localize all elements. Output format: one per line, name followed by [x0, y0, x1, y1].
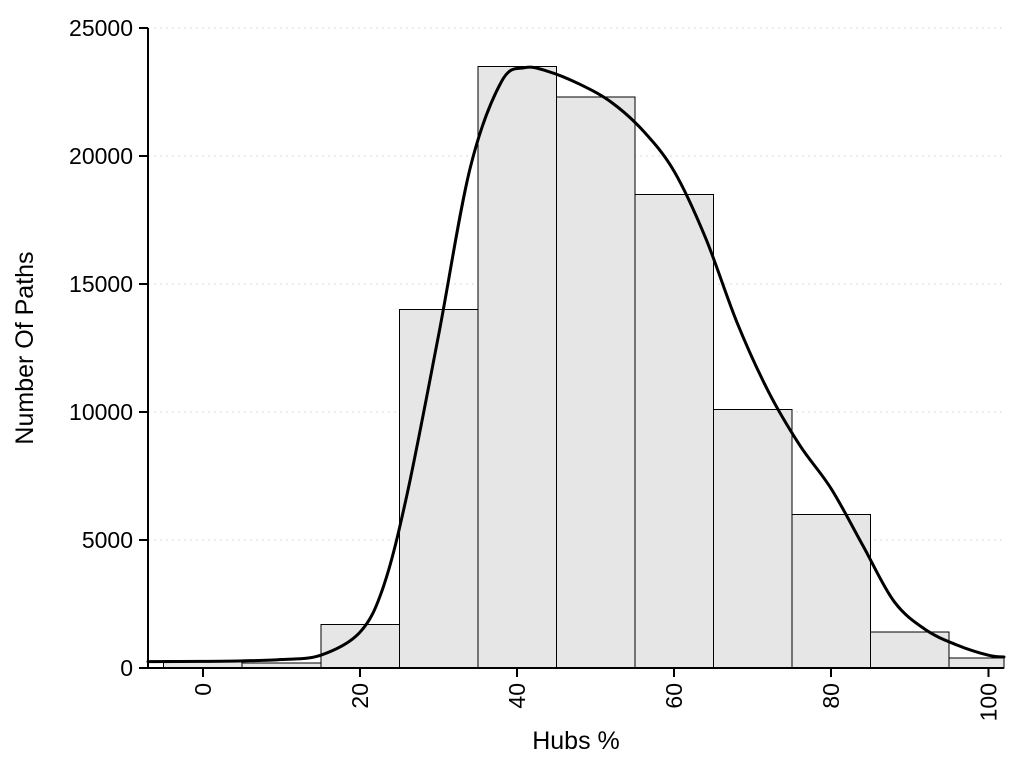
y-tick-label: 20000 [69, 143, 133, 169]
y-axis-label: Number Of Paths [11, 251, 39, 445]
x-tick-label: 0 [190, 683, 216, 696]
histogram-bar [555, 96, 636, 669]
y-tick-label: 5000 [82, 527, 133, 553]
x-tick-label: 100 [975, 683, 1001, 721]
x-tick-label: 20 [347, 683, 373, 709]
x-tick-label: 40 [504, 683, 530, 709]
histogram-bar [398, 309, 479, 669]
histogram-bar [712, 408, 793, 669]
y-tick-label: 15000 [69, 271, 133, 297]
histogram-bar [477, 65, 557, 669]
y-tick-label: 10000 [69, 399, 133, 425]
x-tick-label: 80 [818, 683, 844, 709]
y-tick-label: 0 [120, 655, 133, 681]
histogram-bar [948, 657, 1005, 669]
y-tick-label: 25000 [69, 15, 133, 41]
histogram-bar [869, 631, 950, 669]
density-curve [146, 65, 1006, 664]
x-axis-label: Hubs % [532, 727, 620, 755]
histogram-bar [634, 193, 714, 669]
x-tick-label: 60 [661, 683, 687, 709]
